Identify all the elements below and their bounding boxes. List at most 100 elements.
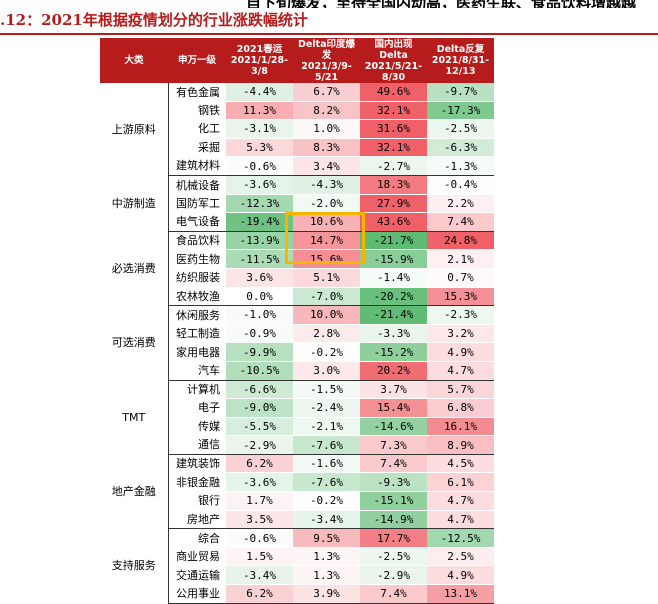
value-cell: 18.3% [360, 175, 427, 195]
value-cell: 8.2% [293, 101, 360, 121]
value-cell: 4.7% [427, 510, 494, 530]
table-row: 中游制造 机械设备 -3.6% -4.3% 18.3% -0.4% [100, 175, 494, 232]
value-cell: -19.4% [226, 212, 293, 232]
value-cell: -15.2% [360, 342, 427, 362]
value-cell: -14.9% [360, 510, 427, 530]
value-cell: -2.7% [360, 156, 427, 176]
industry-cell: 化工 [198, 122, 220, 136]
industry-cell: 非银金融 [176, 475, 220, 489]
value-cell: 7.4% [427, 212, 494, 232]
category-cell: 地产金融 [100, 454, 169, 529]
table-row: 农林牧渔 0.0% -7.0% -20.2% 15.3% [100, 287, 494, 307]
value-cell: 4.9% [427, 565, 494, 586]
table-row: 商业贸易 1.5% 1.3% -2.5% 2.5% [100, 547, 494, 567]
value-cell: -9.3% [360, 472, 427, 493]
value-cell: 16.1% [427, 417, 494, 437]
value-cell: -14.6% [360, 417, 427, 437]
value-cell: 4.5% [427, 454, 494, 474]
category-cell: 中游制造 [100, 175, 169, 232]
value-cell: -1.0% [226, 305, 293, 325]
column-header: Delta反复 2021/8/31- 12/13 [427, 38, 494, 83]
value-cell: -2.1% [293, 417, 360, 437]
value-cell: -11.5% [226, 249, 293, 269]
industry-cell: 电子 [198, 401, 220, 415]
value-cell: -2.4% [293, 398, 360, 418]
category-cell: 可选消费 [100, 305, 169, 380]
table-row: TMT 计算机 -6.6% -1.5% 3.7% 5.7% [100, 380, 494, 455]
value-cell: 17.7% [360, 528, 427, 548]
industry-cell: 银行 [198, 494, 220, 508]
category-cell: 必选消费 [100, 231, 169, 306]
value-cell: -1.4% [360, 268, 427, 288]
table-header-row: 大类 申万一级 2021春运 2021/1/28- 3/8 Delta印度爆发 2021/3… [100, 38, 494, 83]
column-header: 国内出现 Delta 2021/5/21- 8/30 [360, 38, 427, 83]
value-cell: -7.6% [293, 435, 360, 455]
value-cell: -2.9% [226, 435, 293, 455]
table-row: 化工 -3.1% 1.0% 31.6% -2.5% [100, 119, 494, 139]
category-cell: TMT [100, 380, 169, 455]
table-row: 银行 1.7% -0.2% -15.1% 4.7% [100, 491, 494, 511]
value-cell: -7.6% [293, 472, 360, 493]
previous-paragraph-fragment: 自下旬爆发，至待全国内动高，医药生联、食品饮料增越越 [0, 0, 658, 8]
value-cell: -2.9% [360, 565, 427, 586]
value-cell: 1.0% [293, 119, 360, 139]
value-cell: 2.1% [427, 249, 494, 269]
value-cell: -1.3% [427, 156, 494, 176]
table-row: 医药生物 -11.5% 15.6% -15.9% 2.1% [100, 249, 494, 269]
value-cell: 10.0% [293, 305, 360, 325]
industry-cell: 有色金属 [176, 85, 220, 99]
industry-cell: 轻工制造 [176, 327, 220, 341]
column-header: 申万一级 [168, 38, 226, 83]
value-cell: -3.6% [226, 175, 293, 195]
value-cell: 15.3% [427, 287, 494, 307]
value-cell: 49.6% [360, 83, 427, 102]
value-cell: -0.2% [293, 491, 360, 511]
column-header: 大类 [100, 38, 168, 83]
value-cell: 4.9% [427, 342, 494, 362]
industry-cell: 机械设备 [176, 178, 220, 192]
value-cell: 2.8% [293, 324, 360, 344]
value-cell: 32.1% [360, 138, 427, 158]
value-cell: 24.8% [427, 231, 494, 251]
industry-cell: 汽车 [168, 361, 226, 381]
value-cell: -12.3% [226, 194, 293, 214]
value-cell: 3.9% [293, 584, 360, 604]
value-cell: 10.6% [293, 212, 360, 232]
industry-cell: 家用电器 [176, 345, 220, 359]
value-cell: -3.1% [226, 119, 293, 139]
industry-cell: 计算机 [187, 383, 220, 397]
value-cell: 31.6% [360, 119, 427, 139]
table-row: 可选消费 休闲服务 -1.0% 10.0% -21.4% -2.3% [100, 305, 494, 380]
column-header: 2021春运 2021/1/28- 3/8 [226, 38, 293, 83]
table-row: 钢铁 11.3% 8.2% 32.1% -17.3% [100, 101, 494, 121]
industry-cell: 钢铁 [198, 103, 220, 117]
value-cell: 15.4% [360, 398, 427, 418]
value-cell: -2.0% [293, 194, 360, 214]
value-cell: -3.6% [226, 472, 293, 493]
value-cell: 6.7% [293, 83, 360, 102]
column-header: Delta印度爆发 2021/3/9- 5/21 [293, 38, 360, 83]
value-cell: -17.3% [427, 101, 494, 121]
industry-cell: 农林牧渔 [168, 287, 226, 307]
value-cell: -4.3% [293, 175, 360, 195]
value-cell: -0.6% [226, 528, 293, 548]
value-cell: -3.3% [360, 324, 427, 344]
value-cell: 2.5% [427, 547, 494, 567]
value-cell: -6.6% [226, 380, 293, 400]
value-cell: -21.4% [360, 305, 427, 325]
value-cell: 1.5% [226, 547, 293, 567]
table-row: 非银金融 -3.6% -7.6% -9.3% 6.1% [100, 472, 494, 493]
value-cell: 43.6% [360, 212, 427, 232]
industry-cell: 综合 [198, 531, 220, 545]
value-cell: -1.6% [293, 454, 360, 474]
table-row: 传媒 -5.5% -2.1% -14.6% 16.1% [100, 417, 494, 437]
value-cell: -0.4% [427, 175, 494, 195]
value-cell: -10.5% [226, 361, 293, 381]
industry-cell: 采掘 [198, 141, 220, 155]
value-cell: 6.8% [427, 398, 494, 418]
table-row: 纺织服装 3.6% 5.1% -1.4% 0.7% [100, 268, 494, 288]
value-cell: -15.9% [360, 249, 427, 269]
value-cell: -2.5% [360, 547, 427, 567]
value-cell: 11.3% [226, 101, 293, 121]
table-row: 电子 -9.0% -2.4% 15.4% 6.8% [100, 398, 494, 418]
